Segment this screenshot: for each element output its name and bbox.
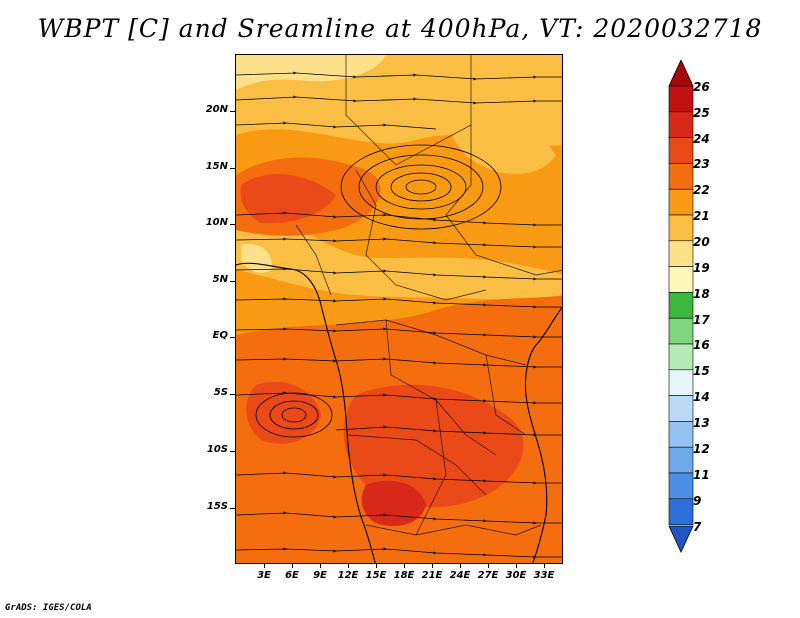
colorbar-segment bbox=[668, 395, 694, 422]
colorbar-segment bbox=[668, 369, 694, 396]
lon-tick bbox=[348, 563, 349, 568]
lat-tick bbox=[230, 168, 235, 169]
lon-tick bbox=[460, 563, 461, 568]
lat-label-20n: 20N bbox=[205, 104, 228, 115]
wbpt-map bbox=[236, 55, 562, 563]
lat-label-15s: 15S bbox=[206, 501, 228, 512]
colorbar-segment bbox=[668, 317, 694, 345]
lon-tick bbox=[376, 563, 377, 568]
lon-label-21e: 21E bbox=[421, 570, 443, 581]
lat-label-eq: EQ bbox=[212, 330, 228, 341]
map-panel bbox=[235, 54, 563, 564]
lon-label-15e: 15E bbox=[365, 570, 387, 581]
lon-label-30e: 30E bbox=[505, 570, 527, 581]
colorbar-segment bbox=[668, 292, 694, 319]
lon-tick bbox=[488, 563, 489, 568]
colorbar-segments bbox=[668, 85, 694, 525]
colorbar-bottom-arrow bbox=[668, 525, 694, 553]
colorbar-segment bbox=[668, 498, 694, 525]
colorbar-label: 17 bbox=[693, 313, 710, 327]
colorbar-segment bbox=[668, 240, 694, 267]
lat-tick bbox=[230, 451, 235, 452]
lat-label-5n: 5N bbox=[212, 274, 228, 285]
colorbar-segment bbox=[668, 163, 694, 190]
colorbar bbox=[668, 60, 694, 553]
colorbar-segment bbox=[668, 214, 694, 242]
streamline-vortex-south bbox=[255, 392, 333, 438]
colorbar-label: 13 bbox=[693, 416, 710, 430]
colorbar-segment bbox=[668, 421, 694, 448]
colorbar-label: 19 bbox=[693, 261, 710, 275]
streamlines bbox=[236, 71, 562, 559]
lat-tick bbox=[230, 111, 235, 112]
lon-label-9e: 9E bbox=[313, 570, 327, 581]
colorbar-segment bbox=[668, 85, 694, 113]
colorbar-segment bbox=[668, 137, 694, 164]
lon-tick bbox=[320, 563, 321, 568]
colorbar-segment bbox=[668, 111, 694, 138]
lon-label-6e: 6E bbox=[285, 570, 299, 581]
colorbar-label: 18 bbox=[693, 287, 710, 301]
lon-tick bbox=[544, 563, 545, 568]
lon-label-12e: 12E bbox=[337, 570, 359, 581]
chart-title: WBPT [C] and Sreamline at 400hPa, VT: 20… bbox=[37, 14, 763, 43]
lat-label-5s: 5S bbox=[213, 387, 228, 398]
colorbar-label: 9 bbox=[693, 494, 702, 508]
lat-label-10s: 10S bbox=[206, 444, 228, 455]
colorbar-label: 25 bbox=[693, 106, 710, 120]
colorbar-label: 7 bbox=[693, 520, 702, 534]
lon-label-3e: 3E bbox=[257, 570, 271, 581]
colorbar-label: 22 bbox=[693, 183, 710, 197]
lon-label-27e: 27E bbox=[477, 570, 499, 581]
field-19-gulf bbox=[241, 244, 272, 273]
lat-label-15n: 15N bbox=[205, 161, 228, 172]
lon-label-33e: 33E bbox=[533, 570, 555, 581]
colorbar-top-arrow bbox=[668, 60, 694, 87]
colorbar-label: 23 bbox=[693, 157, 710, 171]
lon-label-18e: 18E bbox=[393, 570, 415, 581]
lat-tick bbox=[230, 508, 235, 509]
lon-tick bbox=[404, 563, 405, 568]
field-20-sudan bbox=[450, 112, 556, 174]
colorbar-label: 14 bbox=[693, 390, 710, 404]
colorbar-segment bbox=[668, 446, 694, 474]
lat-tick bbox=[230, 337, 235, 338]
colorbar-label: 11 bbox=[693, 468, 710, 482]
colorbar-label: 15 bbox=[693, 364, 710, 378]
colorbar-segment bbox=[668, 343, 694, 371]
streamline-vortex-north bbox=[340, 144, 502, 230]
lat-tick bbox=[230, 224, 235, 225]
lon-tick bbox=[432, 563, 433, 568]
colorbar-label: 20 bbox=[693, 235, 710, 249]
lon-tick bbox=[292, 563, 293, 568]
field-20-equatorial bbox=[236, 213, 562, 305]
footer-credit: GrADS: IGES/COLA bbox=[5, 603, 92, 613]
colorbar-segment bbox=[668, 188, 694, 216]
lon-label-24e: 24E bbox=[449, 570, 471, 581]
lon-tick bbox=[264, 563, 265, 568]
lat-label-10n: 10N bbox=[205, 217, 228, 228]
colorbar-label: 26 bbox=[693, 80, 710, 94]
colorbar-label: 16 bbox=[693, 338, 710, 352]
lon-tick bbox=[516, 563, 517, 568]
colorbar-label: 12 bbox=[693, 442, 710, 456]
colorbar-label: 24 bbox=[693, 132, 710, 146]
lat-tick bbox=[230, 281, 235, 282]
lat-tick bbox=[230, 394, 235, 395]
colorbar-segment bbox=[668, 472, 694, 500]
colorbar-segment bbox=[668, 266, 694, 293]
field-23-westafrica bbox=[240, 174, 336, 224]
colorbar-label: 21 bbox=[693, 209, 710, 223]
